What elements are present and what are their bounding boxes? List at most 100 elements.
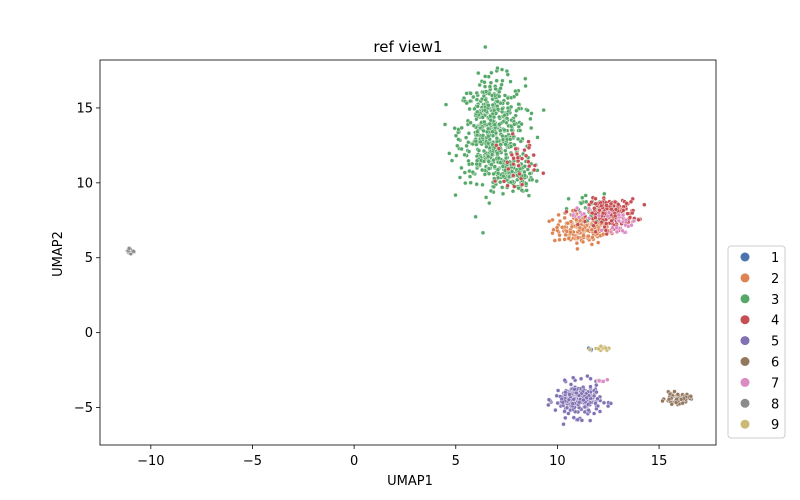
scatter-point-3 xyxy=(483,97,488,103)
scatter-point-5 xyxy=(560,400,565,405)
scatter-point-3 xyxy=(456,137,461,142)
scatter-point-5 xyxy=(546,397,552,402)
scatter-point-3 xyxy=(472,106,477,112)
scatter-point-4 xyxy=(526,139,531,144)
scatter-point-3 xyxy=(482,80,487,85)
scatter-point-7 xyxy=(570,212,576,218)
scatter-point-7 xyxy=(631,218,637,224)
scatter-point-2 xyxy=(557,232,562,238)
scatter-point-5 xyxy=(571,415,576,420)
scatter-point-3 xyxy=(486,103,491,108)
scatter-point-3 xyxy=(481,159,487,164)
scatter-point-3 xyxy=(505,72,510,77)
scatter-point-4 xyxy=(630,210,635,216)
scatter-point-3 xyxy=(510,188,516,194)
scatter-point-5 xyxy=(608,401,614,406)
x-tick-label: 0 xyxy=(350,454,358,469)
scatter-point-3 xyxy=(470,161,475,167)
scatter-point-3 xyxy=(486,159,491,164)
scatter-point-5 xyxy=(591,411,597,416)
scatter-point-3 xyxy=(483,44,488,50)
legend-label-3: 3 xyxy=(771,293,779,308)
scatter-point-4 xyxy=(516,163,521,168)
scatter-point-3 xyxy=(464,143,469,149)
scatter-point-7 xyxy=(586,206,592,211)
scatter-point-3 xyxy=(496,155,501,161)
scatter-point-3 xyxy=(498,128,503,133)
scatter-point-7 xyxy=(606,210,612,215)
scatter-point-3 xyxy=(454,153,459,158)
scatter-point-4 xyxy=(599,203,604,209)
scatter-point-3 xyxy=(455,143,460,149)
scatter-point-2 xyxy=(562,237,567,242)
scatter-point-3 xyxy=(473,214,478,220)
x-tick-label: 5 xyxy=(452,454,460,469)
scatter-point-4 xyxy=(636,217,641,223)
scatter-point-3 xyxy=(497,114,502,120)
scatter-point-4 xyxy=(608,201,614,207)
scatter-point-2 xyxy=(551,227,556,233)
scatter-point-3 xyxy=(486,141,491,146)
scatter-point-4 xyxy=(582,219,588,224)
scatter-point-5 xyxy=(591,393,597,399)
scatter-point-4 xyxy=(506,166,511,172)
x-tick-label: −10 xyxy=(137,454,164,469)
scatter-point-5 xyxy=(568,382,574,387)
scatter-point-3 xyxy=(583,193,588,198)
scatter-point-3 xyxy=(584,199,589,205)
scatter-point-3 xyxy=(466,131,472,136)
scatter-point-3 xyxy=(474,181,479,187)
scatter-point-7 xyxy=(616,218,622,224)
scatter-point-3 xyxy=(529,125,534,131)
scatter-point-3 xyxy=(464,100,469,106)
scatter-point-3 xyxy=(475,109,480,115)
scatter-point-5 xyxy=(595,396,600,401)
scatter-point-3 xyxy=(447,151,452,156)
legend-marker-6 xyxy=(740,357,750,366)
scatter-point-5 xyxy=(577,400,582,405)
scatter-point-5 xyxy=(555,400,560,406)
scatter-point-3 xyxy=(474,90,479,96)
scatter-point-2 xyxy=(590,235,595,240)
scatter-point-3 xyxy=(519,121,524,127)
scatter-point-3 xyxy=(490,102,495,108)
scatter-point-7 xyxy=(576,215,582,220)
scatter-point-3 xyxy=(489,152,495,157)
scatter-point-9 xyxy=(598,344,604,349)
scatter-point-7 xyxy=(608,229,614,235)
scatter-point-3 xyxy=(504,115,510,121)
scatter-point-6 xyxy=(675,392,680,397)
scatter-point-7 xyxy=(605,377,610,382)
scatter-point-3 xyxy=(483,74,488,79)
scatter-point-3 xyxy=(468,120,473,125)
scatter-point-3 xyxy=(486,126,491,132)
scatter-point-3 xyxy=(463,180,468,186)
scatter-point-3 xyxy=(494,78,499,83)
scatter-point-3 xyxy=(489,162,494,167)
scatter-point-3 xyxy=(505,105,511,111)
scatter-point-8 xyxy=(126,246,132,251)
scatter-point-4 xyxy=(494,143,499,148)
scatter-point-4 xyxy=(511,156,516,161)
scatter-point-3 xyxy=(449,158,455,163)
scatter-point-3 xyxy=(498,179,503,185)
scatter-point-5 xyxy=(581,397,586,403)
scatter-point-3 xyxy=(488,113,493,119)
scatter-point-3 xyxy=(497,122,502,127)
scatter-point-3 xyxy=(474,97,480,102)
scatter-point-5 xyxy=(563,415,568,421)
scatter-point-3 xyxy=(482,84,488,89)
scatter-point-3 xyxy=(516,124,521,129)
scatter-point-3 xyxy=(511,94,517,99)
scatter-point-2 xyxy=(547,219,552,224)
scatter-point-4 xyxy=(627,215,633,220)
scatter-point-3 xyxy=(474,161,479,167)
scatter-point-2 xyxy=(575,235,581,240)
scatter-point-3 xyxy=(500,133,505,139)
legend-label-7: 7 xyxy=(771,376,779,391)
scatter-point-3 xyxy=(501,173,506,179)
scatter-point-7 xyxy=(605,213,610,219)
scatter-point-5 xyxy=(594,389,599,395)
x-tick-label: −5 xyxy=(243,454,262,469)
